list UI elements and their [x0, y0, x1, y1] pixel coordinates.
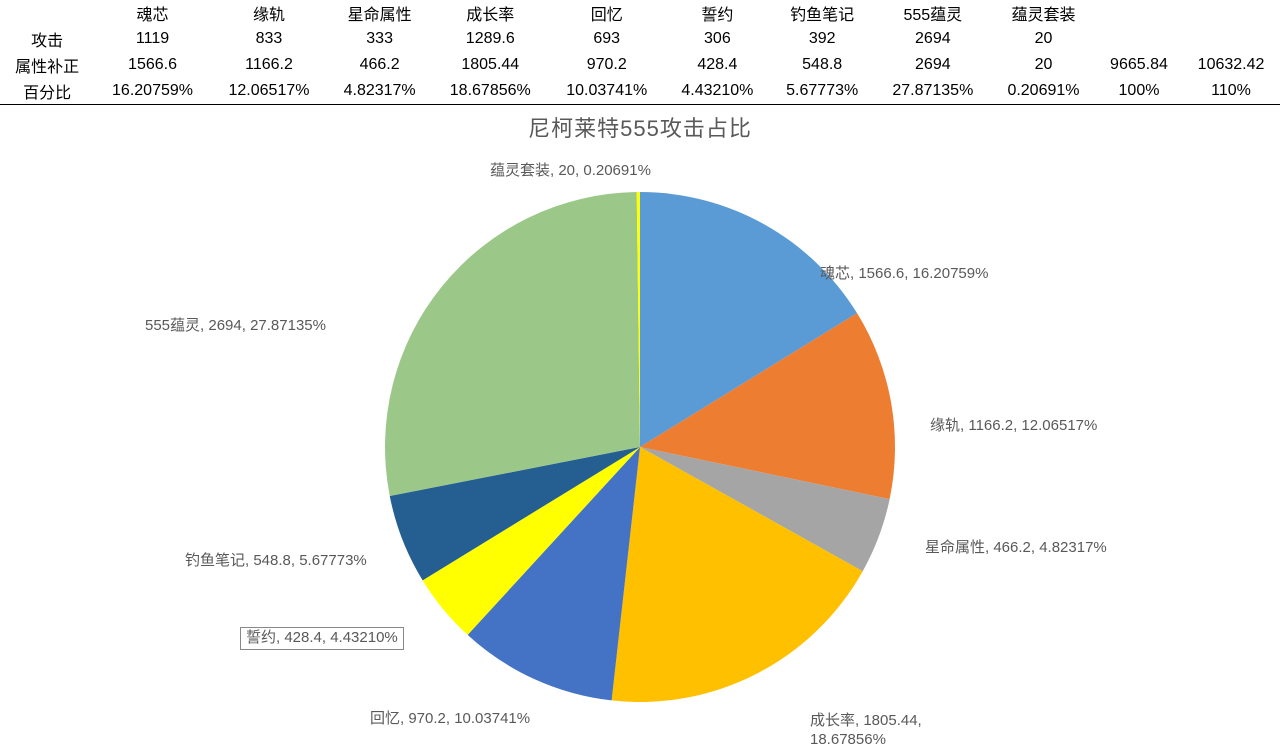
pie-slice: [385, 192, 640, 496]
table-cell: 548.8: [770, 52, 875, 78]
table-cell: 0.20691%: [991, 78, 1096, 105]
pie-slice-label: 星命属性, 466.2, 4.82317%: [925, 539, 1107, 558]
pie-slice-label: 钓鱼笔记, 548.8, 5.67773%: [185, 552, 367, 571]
pie-slice-label: 蕴灵套装, 20, 0.20691%: [490, 162, 651, 181]
table-header-row: 魂芯缘轨星命属性成长率回忆誓约钓鱼笔记555蕴灵蕴灵套装: [0, 0, 1280, 26]
table-cell: 333: [327, 26, 432, 52]
table-col-header: [1182, 0, 1280, 26]
table-col-header: 蕴灵套装: [991, 0, 1096, 26]
table-body: 攻击11198333331289.6693306392269420属性补正156…: [0, 26, 1280, 105]
table-cell: 1289.6: [432, 26, 548, 52]
table-cell: 20: [991, 52, 1096, 78]
table-cell: 833: [211, 26, 327, 52]
table-col-header: 誓约: [665, 0, 770, 26]
table-cell: 27.87135%: [875, 78, 991, 105]
table-cell: 306: [665, 26, 770, 52]
table-cell: 2694: [875, 52, 991, 78]
pie-chart-container: 魂芯, 1566.6, 16.20759% 缘轨, 1166.2, 12.0651…: [0, 147, 1280, 737]
table-cell: 9665.84: [1096, 52, 1182, 78]
table-col-header: [0, 0, 94, 26]
table-row: 属性补正1566.61166.2466.21805.44970.2428.454…: [0, 52, 1280, 78]
row-label: 属性补正: [0, 52, 94, 78]
table-col-header: 555蕴灵: [875, 0, 991, 26]
table-row: 百分比16.20759%12.06517%4.82317%18.67856%10…: [0, 78, 1280, 105]
table-col-header: 钓鱼笔记: [770, 0, 875, 26]
table-cell: 1566.6: [94, 52, 210, 78]
pie-slice-label: 誓约, 428.4, 4.43210%: [240, 627, 404, 650]
pie-slice-label: 成长率, 1805.44,18.67856%: [810, 712, 922, 750]
row-label: 攻击: [0, 26, 94, 52]
table-cell: [1182, 26, 1280, 52]
table-cell: 18.67856%: [432, 78, 548, 105]
table-cell: 16.20759%: [94, 78, 210, 105]
pie-slice-label: 缘轨, 1166.2, 12.06517%: [930, 417, 1097, 436]
table-cell: 100%: [1096, 78, 1182, 105]
pie-chart: [0, 147, 1280, 737]
table-col-header: 魂芯: [94, 0, 210, 26]
table-cell: 4.82317%: [327, 78, 432, 105]
table-cell: 10.03741%: [549, 78, 665, 105]
table-cell: 110%: [1182, 78, 1280, 105]
table-col-header: 成长率: [432, 0, 548, 26]
table-cell: 392: [770, 26, 875, 52]
row-label: 百分比: [0, 78, 94, 105]
table-col-header: [1096, 0, 1182, 26]
table-cell: 4.43210%: [665, 78, 770, 105]
table-cell: 20: [991, 26, 1096, 52]
table-col-header: 星命属性: [327, 0, 432, 26]
table-row: 攻击11198333331289.6693306392269420: [0, 26, 1280, 52]
table-cell: 466.2: [327, 52, 432, 78]
chart-title: 尼柯莱特555攻击占比: [0, 111, 1280, 143]
table-cell: [1096, 26, 1182, 52]
pie-slice-label: 555蕴灵, 2694, 27.87135%: [145, 317, 326, 336]
table-cell: 1166.2: [211, 52, 327, 78]
table-cell: 5.67773%: [770, 78, 875, 105]
pie-slice-label: 魂芯, 1566.6, 16.20759%: [820, 265, 988, 284]
table-cell: 10632.42: [1182, 52, 1280, 78]
pie-slice-label: 回忆, 970.2, 10.03741%: [370, 710, 530, 729]
table-cell: 1119: [94, 26, 210, 52]
table-cell: 428.4: [665, 52, 770, 78]
table-cell: 970.2: [549, 52, 665, 78]
table-cell: 1805.44: [432, 52, 548, 78]
source-data-table: 魂芯缘轨星命属性成长率回忆誓约钓鱼笔记555蕴灵蕴灵套装 攻击111983333…: [0, 0, 1280, 105]
table-col-header: 回忆: [549, 0, 665, 26]
table-cell: 12.06517%: [211, 78, 327, 105]
table-cell: 2694: [875, 26, 991, 52]
table-col-header: 缘轨: [211, 0, 327, 26]
table-cell: 693: [549, 26, 665, 52]
